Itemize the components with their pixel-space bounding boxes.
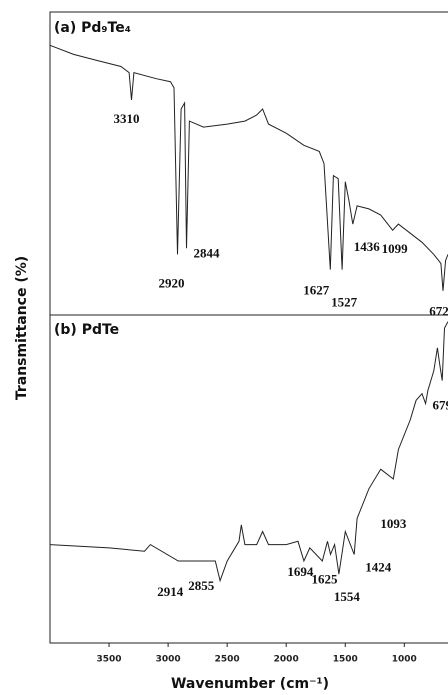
y-axis-label: Transmittance (%)	[14, 256, 30, 400]
x-axis-label: Wavenumber (cm⁻¹)	[171, 676, 329, 692]
panel-title: (a) Pd₉Te₄	[54, 20, 131, 36]
peak-label: 1694	[287, 564, 314, 579]
x-tick-label: 2000	[274, 655, 299, 665]
frame	[49, 11, 448, 644]
x-tick-label: 3500	[97, 655, 122, 665]
spectrum-line	[49, 321, 448, 583]
peak-label: 1436	[354, 239, 381, 254]
x-tick-label: 1000	[392, 655, 417, 665]
peak-label: 1625	[311, 571, 338, 586]
x-tick-label: 3000	[156, 655, 181, 665]
peak-label: 679	[432, 398, 448, 413]
peak-label: 672	[429, 304, 448, 319]
peak-label: 2920	[159, 275, 185, 290]
panel-title: (b) PdTe	[54, 322, 119, 338]
peak-label: 2855	[188, 578, 215, 593]
peak-label: 3310	[113, 111, 139, 126]
peak-label: 1527	[331, 295, 358, 310]
x-tick-label: 1500	[333, 655, 358, 665]
peak-label: 1554	[334, 589, 361, 604]
spectrum-line	[49, 44, 448, 291]
peak-label: 1424	[365, 559, 392, 574]
peak-label: 1099	[382, 241, 409, 256]
peak-label: 1093	[380, 516, 407, 531]
peak-label: 2844	[194, 245, 221, 260]
x-tick-label: 2500	[215, 655, 240, 665]
peak-label: 2914	[157, 584, 184, 599]
peak-label: 1627	[303, 283, 330, 298]
